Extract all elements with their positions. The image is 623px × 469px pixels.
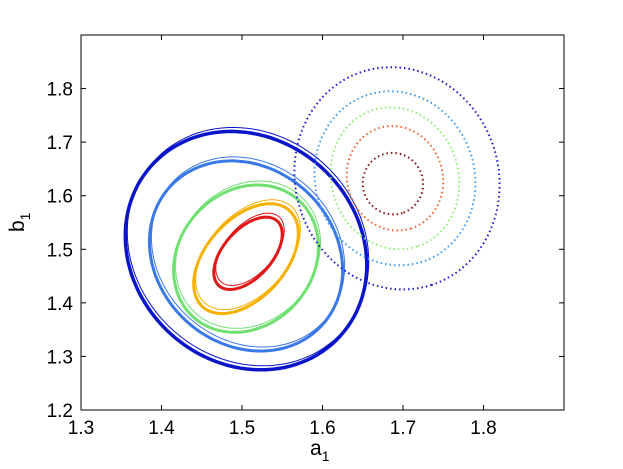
solid-contour-group bbox=[123, 126, 370, 372]
x-tick-label: 1.6 bbox=[309, 418, 335, 439]
y-tick-label: 1.4 bbox=[47, 294, 74, 315]
y-axis-label-subscript: 1 bbox=[17, 212, 33, 220]
y-tick-label: 1.2 bbox=[47, 401, 73, 422]
solid-contour-5-secondary bbox=[215, 212, 285, 287]
solid-contour-3 bbox=[172, 183, 321, 334]
dotted-contour-4 bbox=[345, 125, 445, 232]
tick-labels: 1.3 1.4 1.5 1.6 1.7 1.81.21.31.41.51.61.71.8 bbox=[47, 80, 497, 439]
y-tick-label: 1.5 bbox=[47, 240, 73, 261]
x-tick-label: 1.7 bbox=[390, 418, 416, 439]
y-tick-label: 1.6 bbox=[47, 187, 73, 208]
x-tick-label: 1.3 bbox=[68, 418, 94, 439]
solid-contour-4-secondary bbox=[195, 199, 301, 311]
dotted-contour-1 bbox=[293, 66, 501, 291]
dotted-contour-group bbox=[293, 66, 501, 291]
x-tick-label: 1.5 bbox=[229, 418, 255, 439]
tick-marks bbox=[80, 35, 564, 411]
dotted-contour-2 bbox=[313, 90, 477, 267]
x-axis-label: a1 bbox=[310, 437, 330, 464]
x-tick-label: 1.4 bbox=[148, 418, 175, 439]
solid-contour-1-secondary bbox=[126, 126, 370, 367]
solid-contour-1 bbox=[123, 129, 369, 372]
plot-area-frame bbox=[80, 34, 565, 411]
solid-contour-2 bbox=[147, 159, 345, 353]
y-axis-label: b1 bbox=[6, 212, 33, 232]
solid-contour-4 bbox=[192, 202, 300, 316]
y-tick-label: 1.3 bbox=[47, 347, 73, 368]
solid-contour-3-secondary bbox=[175, 180, 322, 329]
x-tick-label: 1.8 bbox=[470, 418, 496, 439]
y-tick-label: 1.8 bbox=[47, 80, 73, 101]
dotted-contour-3 bbox=[329, 106, 461, 251]
solid-contour-2-secondary bbox=[150, 156, 346, 348]
contour-layer bbox=[123, 66, 501, 372]
solid-contour-5 bbox=[212, 215, 284, 292]
x-axis-label-subscript: 1 bbox=[322, 448, 330, 464]
dotted-contour-5 bbox=[361, 151, 425, 216]
y-tick-label: 1.7 bbox=[47, 133, 73, 154]
